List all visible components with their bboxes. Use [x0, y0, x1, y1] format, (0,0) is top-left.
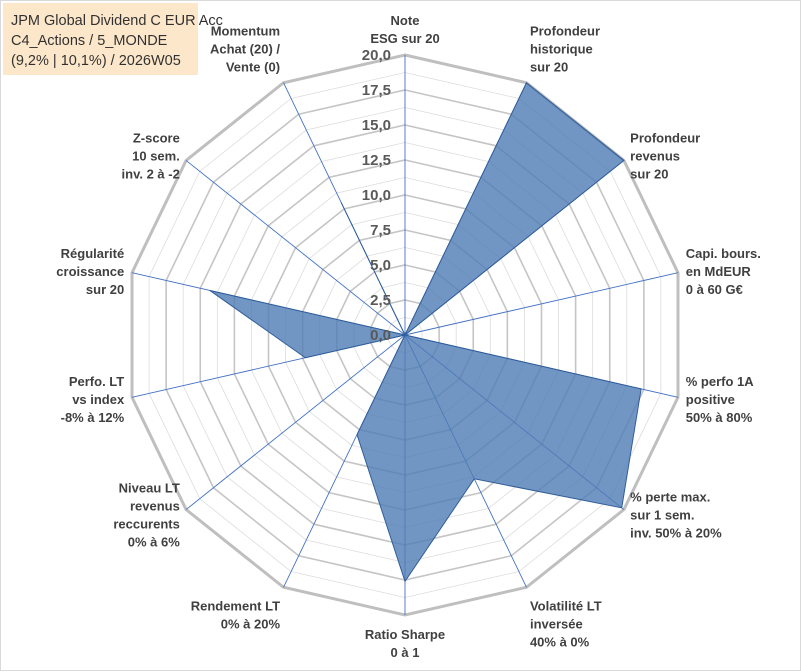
tick-label: 15,0 [362, 117, 391, 134]
axis-label-line: 0 à 60 G€ [686, 282, 743, 297]
axis-label-line: sur 20 [86, 282, 124, 297]
tick-label: 5,0 [370, 257, 391, 274]
tick-label: 7,5 [370, 222, 391, 239]
axis-label: Note ESG sur 20 [370, 13, 439, 46]
chart-title-box: JPM Global Dividend C EUR Acc C4_Actions… [3, 3, 198, 75]
tick-label: 10,0 [362, 187, 391, 204]
axis-label-line: inversée [530, 616, 583, 631]
axis-label: Rendement LT 0% à 20% [191, 598, 281, 631]
axis-label-line: croissance [56, 264, 124, 279]
axis-label-line: Profondeur [530, 24, 600, 39]
series-layer [210, 83, 641, 582]
axis-label-line: Vente (0) [226, 60, 280, 75]
axis-label-line: Régularité [61, 246, 125, 261]
axis-label: Profondeur historique sur 20 [530, 24, 600, 75]
axis-label-line: revenus [130, 499, 180, 514]
axis-label-line: 40% à 0% [530, 634, 590, 649]
tick-label: 17,5 [362, 82, 391, 99]
axis-label-line: Capi. bours. [686, 246, 761, 261]
axis-label: % perfo 1A positive 50% à 80% [686, 374, 755, 425]
tick-label: 20,0 [362, 47, 391, 64]
axis-label-line: revenus [630, 148, 680, 163]
axis-label-line: historique [530, 42, 593, 57]
chart-title-fund: JPM Global Dividend C EUR Acc [11, 11, 198, 31]
axis-label-line: reccurents [113, 517, 179, 532]
axis-label-line: -8% à 12% [61, 410, 125, 425]
axis-label-line: 0% à 6% [128, 535, 180, 550]
tick-label: 12,5 [362, 152, 391, 169]
axis-label: Profondeur revenus sur 20 [630, 130, 700, 181]
axis-label: Régularité croissance sur 20 [56, 246, 124, 297]
axis-label-line: Ratio Sharpe [365, 627, 445, 642]
tick-label: 0,0 [370, 327, 391, 344]
axis-label: Volatilité LT inversée 40% à 0% [530, 598, 602, 649]
axis-label: Ratio Sharpe 0 à 1 [365, 627, 445, 660]
axis-label-line: 50% à 80% [686, 410, 753, 425]
axis-label-line: Niveau LT [119, 481, 180, 496]
axis-label: Niveau LT revenus reccurents 0% à 6% [113, 481, 180, 550]
axis-label-line: inv. 50% à 20% [630, 526, 722, 541]
axis-label-line: Note [391, 13, 420, 28]
series-area [210, 83, 641, 582]
axis-label-line: en MdEUR [686, 264, 752, 279]
axis-label-line: Achat (20) / [210, 42, 280, 57]
axis-label: Capi. bours. en MdEUR 0 à 60 G€ [686, 246, 761, 297]
axis-label-line: Volatilité LT [530, 598, 602, 613]
axis-label-line: Profondeur [630, 130, 700, 145]
tick-label: 2,5 [370, 292, 391, 309]
axis-label: Perfo. LT vs index -8% à 12% [61, 374, 125, 425]
axis-label-line: Rendement LT [191, 598, 280, 613]
axis-label-line: % perte max. [630, 490, 710, 505]
axis-label-line: vs index [72, 392, 125, 407]
tick-label-layer: 0,0 2,5 5,0 7,5 10,0 12,5 15,0 17,5 20,0 [362, 47, 391, 344]
axis-label-line: Z-score [133, 130, 180, 145]
axis-label-line: inv. 2 à -2 [122, 166, 180, 181]
axis-label-line: 0 à 1 [391, 645, 420, 660]
chart-title-stats: (9,2% | 10,1%) / 2026W05 [11, 51, 198, 71]
axis-label-line: sur 1 sem. [630, 508, 694, 523]
axis-label-line: Perfo. LT [69, 374, 124, 389]
axis-label: % perte max. sur 1 sem. inv. 50% à 20% [630, 490, 722, 541]
axis-label-line: 10 sem. [132, 148, 180, 163]
axis-label-line: 0% à 20% [221, 616, 281, 631]
axis-label-line: positive [686, 392, 735, 407]
axis-label-line: ESG sur 20 [370, 31, 439, 46]
chart-title-category: C4_Actions / 5_MONDE [11, 31, 198, 51]
axis-label-line: sur 20 [630, 166, 668, 181]
axis-label-line: % perfo 1A [686, 374, 755, 389]
axis-label-line: sur 20 [530, 60, 568, 75]
axis-label: Z-score 10 sem. inv. 2 à -2 [122, 130, 180, 181]
